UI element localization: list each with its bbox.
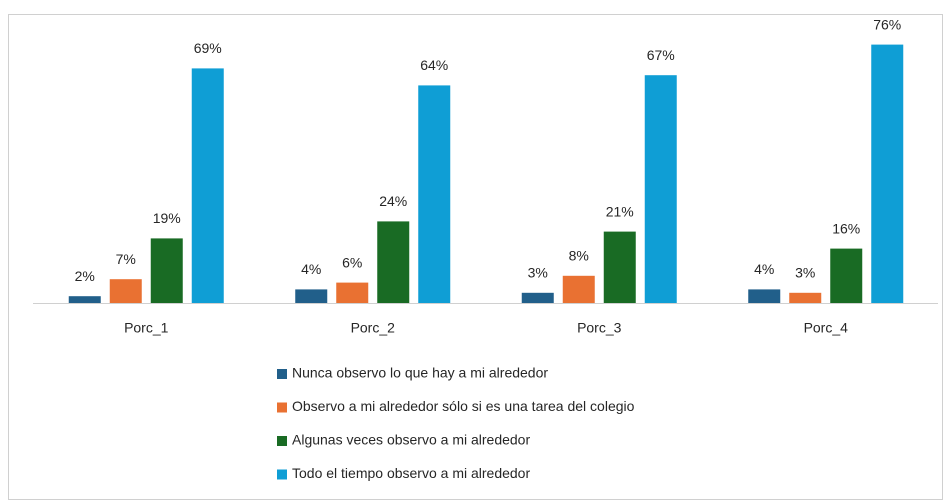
legend-swatch bbox=[277, 469, 287, 480]
bar bbox=[789, 292, 822, 303]
legend-swatch bbox=[277, 436, 287, 446]
data-label: 6% bbox=[342, 254, 362, 270]
bar bbox=[562, 275, 595, 303]
data-label: 16% bbox=[832, 220, 860, 236]
legend-label: Observo a mi alrededor sólo si es una ta… bbox=[292, 398, 635, 414]
bar bbox=[336, 282, 369, 303]
bar bbox=[377, 221, 410, 303]
bar bbox=[418, 85, 451, 304]
data-label: 69% bbox=[194, 40, 222, 56]
bar bbox=[871, 44, 904, 303]
bar bbox=[603, 231, 636, 303]
bar bbox=[748, 289, 781, 303]
data-label: 76% bbox=[873, 16, 901, 32]
chart-border bbox=[8, 14, 943, 500]
x-tick-label: Porc_2 bbox=[351, 320, 396, 336]
data-label: 2% bbox=[75, 268, 95, 284]
legend-swatch bbox=[277, 402, 287, 413]
data-label: 19% bbox=[153, 210, 181, 226]
legend-swatch bbox=[277, 369, 287, 379]
data-label: 8% bbox=[569, 248, 589, 264]
x-tick-label: Porc_1 bbox=[124, 320, 169, 336]
bar bbox=[521, 292, 554, 303]
bar bbox=[644, 75, 677, 303]
legend-label: Nunca observo lo que hay a mi alrededor bbox=[292, 365, 548, 381]
data-label: 24% bbox=[379, 193, 407, 209]
bar bbox=[68, 296, 101, 303]
bar bbox=[191, 68, 224, 304]
data-label: 21% bbox=[606, 203, 634, 219]
data-label: 4% bbox=[301, 261, 321, 277]
bar bbox=[150, 238, 183, 303]
data-label: 3% bbox=[795, 265, 815, 281]
x-tick-label: Porc_3 bbox=[577, 320, 622, 336]
data-label: 64% bbox=[420, 57, 448, 73]
bar bbox=[295, 289, 328, 303]
data-label: 67% bbox=[647, 47, 675, 63]
data-label: 7% bbox=[116, 251, 136, 267]
x-tick-label: Porc_4 bbox=[804, 320, 849, 336]
data-label: 3% bbox=[528, 265, 548, 281]
legend-label: Todo el tiempo observo a mi alrededor bbox=[292, 465, 530, 481]
bar bbox=[830, 248, 863, 303]
bar bbox=[109, 279, 142, 303]
legend-label: Algunas veces observo a mi alrededor bbox=[292, 432, 530, 448]
data-label: 4% bbox=[754, 261, 774, 277]
